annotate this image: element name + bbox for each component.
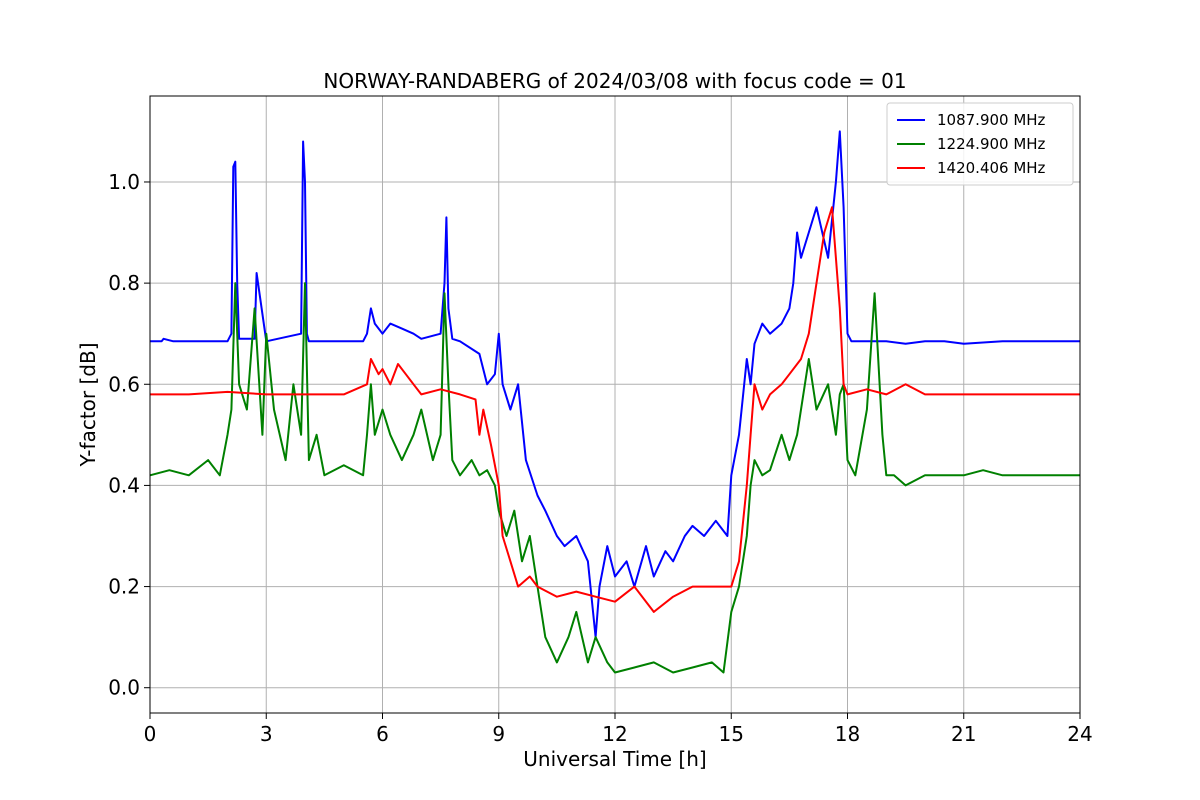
y-tick-label: 0.6 <box>108 372 140 396</box>
x-tick-label: 9 <box>492 722 505 746</box>
axis-ticks: 0 3 6 9 12 15 18 21 24 0.0 0.2 0.4 0.6 0.8 1.0 <box>108 170 1093 746</box>
y-tick-label: 0.0 <box>108 676 140 700</box>
y-axis-label: Y-factor [dB] <box>76 342 100 467</box>
series-lines <box>149 130 1080 674</box>
x-axis-label: Universal Time [h] <box>523 747 706 771</box>
legend-entry: 1224.900 MHz <box>937 135 1046 153</box>
x-tick-label: 0 <box>144 722 157 746</box>
x-tick-label: 18 <box>835 722 860 746</box>
y-tick-label: 0.8 <box>108 271 140 295</box>
y-tick-label: 0.4 <box>108 473 140 497</box>
y-tick-label: 1.0 <box>108 170 140 194</box>
series-line-1 <box>150 130 1080 639</box>
legend-box <box>886 102 1074 186</box>
x-tick-label: 24 <box>1067 722 1092 746</box>
x-tick-label: 6 <box>376 722 389 746</box>
x-tick-label: 21 <box>951 722 976 746</box>
legend-entry: 1420.406 MHz <box>937 159 1046 177</box>
x-tick-label: 3 <box>260 722 273 746</box>
series-line-2 <box>149 282 1080 674</box>
y-tick-label: 0.2 <box>108 575 140 599</box>
x-tick-label: 12 <box>602 722 627 746</box>
x-tick-label: 15 <box>719 722 744 746</box>
legend: 1087.900 MHz 1224.900 MHz 1420.406 MHz <box>886 102 1074 186</box>
legend-entry: 1087.900 MHz <box>937 111 1046 129</box>
chart-title: NORWAY-RANDABERG of 2024/03/08 with focu… <box>323 69 906 93</box>
series-line-3 <box>150 206 1080 613</box>
